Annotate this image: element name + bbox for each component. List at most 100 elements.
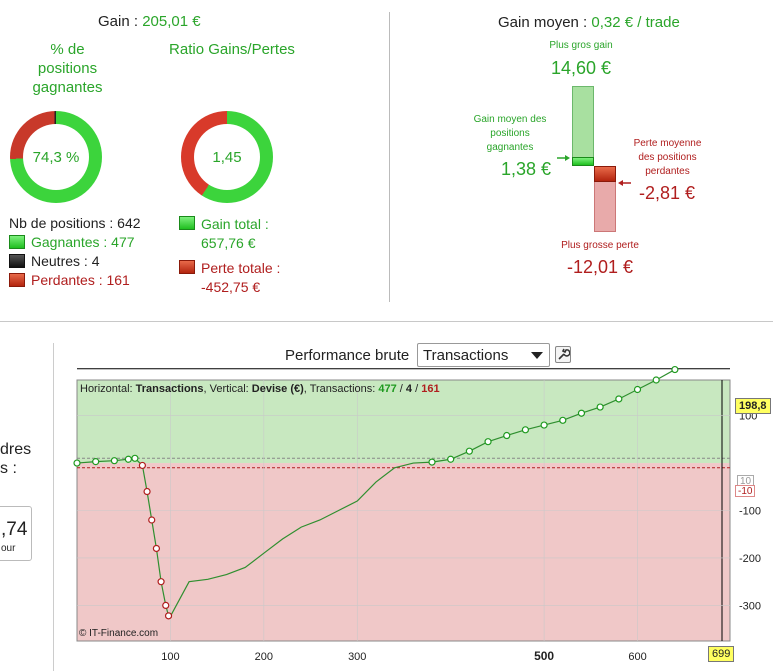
trade-marker [428,458,436,466]
gain-moyen-summary: Gain moyen : 0,32 € / trade [498,14,680,31]
plus-gros-gain-label: Plus gros gain [549,40,613,51]
legend-loss-count: 161 [421,383,440,395]
gain-total: Gain total : 657,76 € [201,216,269,251]
legend-tx: , Transactions: [303,383,379,395]
gain-summary: Gain : 205,01 € [98,13,201,30]
losing-count: Perdantes : 161 [31,272,130,288]
neutral-count: Neutres : 4 [31,253,100,269]
nb-positions: Nb de positions : 642 [9,215,141,231]
trade-marker [73,459,81,467]
left-panel-text-1: dres [0,441,32,458]
avg-gain-arrow-icon [556,151,571,163]
legend-win-count: 477 [378,383,397,395]
perte-totale-swatch [179,260,195,274]
trade-marker [131,454,139,462]
trade-marker [92,458,100,466]
trade-marker [615,395,623,403]
trade-marker [503,431,511,440]
ratio-donut: 1,45 [181,111,273,203]
trade-marker [559,416,567,424]
chart-legend: Horizontal: Transactions, Vertical: Devi… [80,383,440,395]
perte-totale: Perte totale : -452,75 € [201,260,281,295]
avg-loss-arrow-icon [617,176,632,188]
win-percent-value: 74,3 % [32,148,80,166]
chevron-down-icon [531,352,543,359]
legend-prefix: Horizontal: [80,383,136,395]
trade-marker [633,385,642,394]
trade-marker [521,426,530,434]
trade-marker [484,438,492,446]
gain-value: 205,01 € [142,13,201,30]
neutral-legend-swatch [9,254,25,268]
x-tick-label: 500 [534,649,554,663]
trade-marker [148,516,156,524]
avg-gain-label: Gain moyen des positions gagnantes [473,114,547,153]
x-tick-label: 600 [628,651,646,663]
legend-slash-2: / [412,383,422,395]
trade-marker [143,487,151,496]
trade-marker [577,409,586,417]
avg-loss-label: Perte moyenne des positions perdantes [633,138,702,177]
trade-marker [124,455,132,463]
gain-label: Gain : [98,13,143,30]
current-value-badge: 198,8 [735,398,771,414]
gain-total-swatch [179,216,195,230]
winning-legend-swatch [9,235,25,249]
perf-select-value: Transactions [423,347,509,364]
y-tick-label: -100 [739,506,761,518]
x-end-badge: 699 [708,646,735,662]
avg-loss-bar [594,166,616,182]
perf-title: Performance brute [285,347,410,364]
ratio-title: Ratio Gains/Pertes [169,41,295,58]
wrench-settings-button[interactable] [555,346,571,363]
legend-horizontal: Transactions [135,383,204,395]
pct-winning-title: % de positions gagnantes [32,41,103,96]
avg-loss-value: -2,81 € [638,183,696,203]
trade-marker [447,455,455,463]
left-panel-divider [53,343,54,671]
y-tick-label: -200 [739,553,761,565]
trade-marker [138,461,146,470]
trade-marker [164,612,173,620]
equity-curve-line [76,369,676,618]
plus-grosse-perte-label: Plus grosse perte [561,240,639,251]
losing-legend-swatch [9,273,25,287]
plus-gros-gain-value: 14,60 € [550,58,612,78]
x-tick-label: 300 [348,651,366,663]
legend-neutral-count: 4 [405,383,413,395]
wrench-icon [558,348,570,360]
trade-marker [152,544,161,553]
trade-marker [540,421,548,429]
trade-marker [465,447,473,455]
trade-marker [596,403,604,411]
left-panel-sub: our [1,543,16,554]
summary-divider [389,12,390,302]
threshold-neg-label: -10 [735,485,756,497]
trade-marker [652,376,660,384]
trade-marker [671,365,679,374]
positive-zone [77,380,730,464]
trade-marker [162,601,170,610]
y-tick-label: -300 [739,600,761,612]
section-divider [0,321,773,322]
avg-gain-bar [572,157,594,166]
legend-mid: , Vertical: [203,383,252,395]
x-tick-label: 100 [161,651,179,663]
left-panel-value: ,74 [1,519,28,540]
negative-zone [77,463,730,641]
legend-slash-1: / [396,383,406,395]
gain-moyen-label: Gain moyen : [498,14,592,31]
left-panel-text-2: s : [0,460,17,477]
trade-marker [110,457,118,465]
legend-vertical: Devise (€) [251,383,304,395]
avg-gain-value: 1,38 € [500,159,552,179]
win-percent-donut: 74,3 % [10,111,102,203]
trade-marker [157,578,165,586]
left-panel-value-box: ,74 our [0,506,32,561]
ratio-value: 1,45 [212,148,242,166]
perf-select[interactable]: Transactions [417,343,550,367]
chart-copyright: © IT-Finance.com [79,628,159,639]
gain-moyen-value: 0,32 € / trade [591,14,680,31]
x-tick-label: 200 [255,651,273,663]
